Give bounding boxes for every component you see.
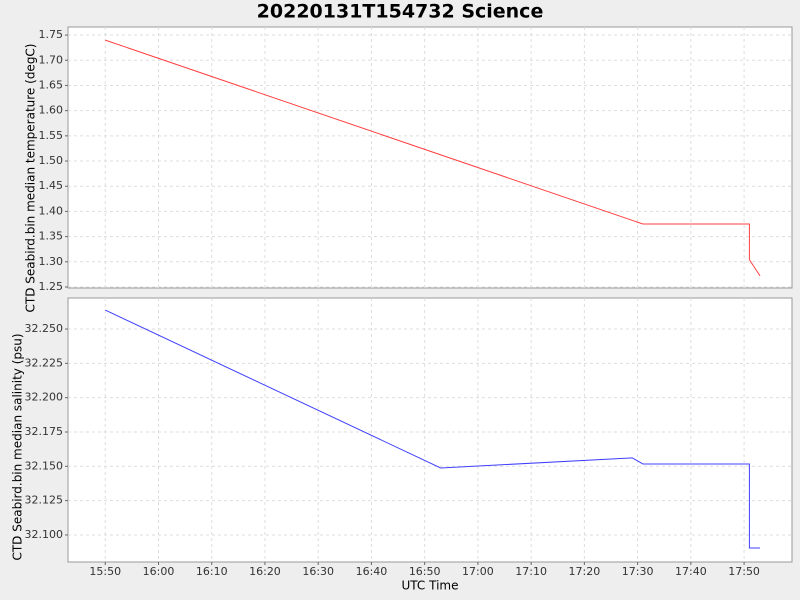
x-tick-label: 16:30 xyxy=(302,565,334,578)
x-tick-label: 17:00 xyxy=(462,565,494,578)
y-tick-label: 32.150 xyxy=(25,459,64,472)
y-tick-label: 32.200 xyxy=(25,391,64,404)
x-tick-label: 16:20 xyxy=(249,565,281,578)
y-tick-label: 1.30 xyxy=(39,255,64,268)
x-tick-label: 17:40 xyxy=(675,565,707,578)
y-tick-label: 32.100 xyxy=(25,528,64,541)
y-tick-label: 1.25 xyxy=(39,280,64,293)
data-line xyxy=(105,39,761,277)
y-tick-label: 1.55 xyxy=(39,129,64,142)
x-tick-label: 17:10 xyxy=(515,565,547,578)
x-tick-label: 16:50 xyxy=(409,565,441,578)
y-tick-label: 32.250 xyxy=(25,322,64,335)
y-tick-label: 1.70 xyxy=(39,53,64,66)
y-tick-label: 1.45 xyxy=(39,179,64,192)
data-line xyxy=(105,309,761,549)
x-tick-label: 16:10 xyxy=(196,565,228,578)
plot-area xyxy=(67,26,793,289)
y-tick-label: 32.125 xyxy=(25,494,64,507)
x-tick-label: 17:50 xyxy=(728,565,760,578)
y-tick-label: 1.60 xyxy=(39,104,64,117)
chart-title: 20220131T154732 Science xyxy=(257,1,544,23)
x-tick-label: 17:30 xyxy=(622,565,654,578)
x-tick-label: 16:40 xyxy=(356,565,388,578)
y-tick-label: 1.65 xyxy=(39,78,64,91)
y-tick-label: 1.75 xyxy=(39,28,64,41)
plot-area xyxy=(67,297,793,563)
x-tick-label: 16:00 xyxy=(143,565,175,578)
y-tick-label: 32.225 xyxy=(25,356,64,369)
x-tick-label: 17:20 xyxy=(569,565,601,578)
y-tick-label: 1.50 xyxy=(39,154,64,167)
x-tick-label: 15:50 xyxy=(89,565,121,578)
y-tick-label: 1.40 xyxy=(39,204,64,217)
y-axis-label: CTD Seabird.bin median salinity (psu) xyxy=(11,333,25,560)
y-tick-label: 1.35 xyxy=(39,230,64,243)
y-tick-label: 32.175 xyxy=(25,425,64,438)
x-axis-label: UTC Time xyxy=(402,579,459,593)
y-axis-label: CTD Seabird.bin median temperature (degC… xyxy=(24,44,38,313)
